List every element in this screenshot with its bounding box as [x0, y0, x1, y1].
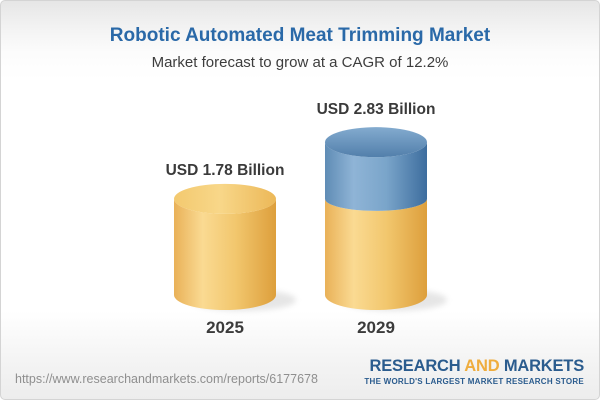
logo-word-and: AND [464, 357, 500, 375]
page-subtitle: Market forecast to grow at a CAGR of 12.… [151, 54, 449, 71]
value-label-2025: USD 1.78 Billion [165, 162, 285, 179]
logo-word-markets: MARKETS [503, 357, 584, 375]
page-title: Robotic Automated Meat Trimming Market [109, 25, 491, 46]
research-and-markets-logo: RESEARCH AND MARKETS THE WORLD'S LARGEST… [364, 358, 584, 386]
axis-label-2029: 2029 [357, 318, 395, 337]
logo-tagline: THE WORLD'S LARGEST MARKET RESEARCH STOR… [364, 376, 584, 386]
logo-wordmark: RESEARCH AND MARKETS [364, 358, 584, 375]
report-url: https://www.researchandmarkets.com/repor… [15, 372, 318, 386]
axis-label-2025: 2025 [206, 318, 244, 337]
value-label-2029: USD 2.83 Billion [316, 101, 436, 118]
logo-word-research: RESEARCH [369, 357, 461, 375]
